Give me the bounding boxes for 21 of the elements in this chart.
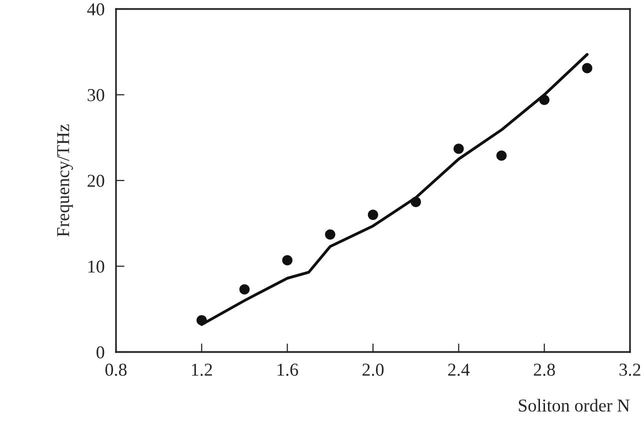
point — [496, 150, 507, 161]
x-tick-label: 1.6 — [278, 364, 298, 376]
x-tick-label: 2.4 — [448, 364, 470, 376]
y-tick-label: 10 — [88, 260, 104, 273]
x-tick-label: 3.2 — [620, 364, 640, 376]
x-tick-label: 0.8 — [105, 364, 127, 376]
y-tick-label: 30 — [88, 89, 104, 102]
x-tick-label: 2.0 — [362, 364, 384, 376]
y-tick-label: 0 — [96, 346, 104, 358]
x-tick-label: 1.2 — [192, 364, 212, 376]
point — [325, 229, 336, 240]
point — [582, 63, 592, 74]
x-tick-label: 2.8 — [534, 364, 555, 376]
x-axis-title: Soliton order N — [518, 398, 630, 412]
point — [368, 210, 378, 220]
point — [239, 284, 250, 295]
y-tick-label: 40 — [87, 3, 104, 16]
y-tick-label: 20 — [88, 174, 104, 187]
point — [454, 144, 464, 154]
y-axis-title: Frequency/THz — [57, 124, 73, 237]
point — [282, 255, 292, 266]
